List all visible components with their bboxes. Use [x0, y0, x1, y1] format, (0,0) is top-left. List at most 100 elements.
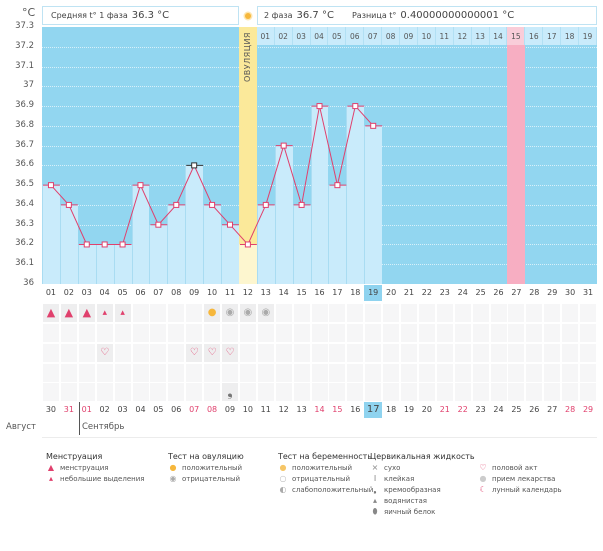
symptom-cell[interactable]: [43, 324, 59, 342]
symptom-cell[interactable]: [150, 383, 167, 401]
symptom-cell[interactable]: [454, 364, 471, 382]
symptom-cell[interactable]: [365, 304, 382, 322]
symptom-cell[interactable]: [401, 324, 418, 342]
symptom-cell[interactable]: [275, 364, 292, 382]
symptom-cell[interactable]: [275, 383, 292, 401]
cycle-day-number[interactable]: 17: [332, 288, 343, 297]
symptom-cell[interactable]: [544, 324, 561, 342]
symptom-cell[interactable]: [526, 304, 543, 322]
calendar-date[interactable]: 19: [403, 405, 415, 414]
temperature-point[interactable]: [370, 122, 377, 129]
symptom-cell[interactable]: [418, 344, 435, 362]
symptom-cell[interactable]: [114, 383, 131, 401]
symptom-cell[interactable]: [436, 324, 453, 342]
symptom-cell[interactable]: [186, 304, 203, 322]
temperature-point[interactable]: [298, 201, 305, 208]
symptom-cell[interactable]: [168, 383, 185, 401]
cycle-day-number[interactable]: 18: [350, 288, 361, 297]
calendar-date[interactable]: 25: [511, 405, 522, 414]
symptom-cell[interactable]: [401, 344, 418, 362]
symptom-cell[interactable]: [347, 304, 364, 322]
symptom-cell[interactable]: [293, 344, 310, 362]
calendar-date[interactable]: 31: [63, 405, 74, 414]
symptom-cell[interactable]: [508, 383, 525, 401]
temperature-point[interactable]: [137, 182, 144, 189]
temperature-point[interactable]: [280, 142, 287, 149]
cycle-day-number[interactable]: 19: [364, 285, 383, 301]
calendar-date[interactable]: 12: [278, 405, 289, 414]
calendar-date[interactable]: 18: [386, 405, 397, 414]
temperature-point[interactable]: [47, 182, 54, 189]
symptom-cell[interactable]: [311, 383, 328, 401]
symptom-cell[interactable]: [472, 324, 489, 342]
symptom-cell[interactable]: ◉: [239, 304, 256, 322]
calendar-date[interactable]: 26: [529, 405, 540, 414]
temperature-point[interactable]: [262, 201, 269, 208]
symptom-cell[interactable]: [204, 364, 221, 382]
symptom-cell[interactable]: [150, 344, 167, 362]
symptom-cell[interactable]: [239, 364, 256, 382]
cycle-day-number[interactable]: 09: [189, 288, 200, 297]
temperature-plot[interactable]: [42, 27, 597, 284]
symptom-cell[interactable]: [562, 324, 579, 342]
symptom-cell[interactable]: [508, 304, 525, 322]
symptom-cell[interactable]: [401, 383, 418, 401]
symptom-cell[interactable]: [436, 304, 453, 322]
symptom-cell[interactable]: ▲: [60, 304, 77, 322]
symptom-cell[interactable]: [186, 383, 203, 401]
symptom-cell[interactable]: [96, 364, 113, 382]
symptom-cell[interactable]: [490, 383, 507, 401]
symptom-cell[interactable]: [454, 383, 471, 401]
symptom-cell[interactable]: ◉: [257, 304, 274, 322]
symptom-cell[interactable]: [580, 344, 597, 362]
calendar-date[interactable]: 05: [153, 405, 164, 414]
symptom-cell[interactable]: [472, 344, 489, 362]
temperature-point[interactable]: [173, 201, 180, 208]
symptom-cell[interactable]: [132, 344, 149, 362]
symptom-cell[interactable]: ♡: [222, 344, 239, 362]
symptom-cell[interactable]: [490, 324, 507, 342]
symptom-cell[interactable]: [436, 344, 453, 362]
calendar-date[interactable]: 23: [475, 405, 486, 414]
cycle-day-number[interactable]: 27: [511, 288, 522, 297]
temperature-point[interactable]: [209, 201, 216, 208]
symptom-cell[interactable]: [239, 383, 256, 401]
symptom-cell[interactable]: [544, 344, 561, 362]
cycle-day-number[interactable]: 10: [206, 288, 218, 297]
calendar-date[interactable]: 20: [421, 405, 432, 414]
symptom-cell[interactable]: [293, 364, 310, 382]
calendar-date[interactable]: 17: [364, 402, 383, 418]
symptom-cell[interactable]: ●: [204, 304, 221, 322]
calendar-date[interactable]: 10: [242, 405, 253, 414]
cycle-day-number[interactable]: 20: [386, 288, 397, 297]
symptom-cell[interactable]: [311, 304, 328, 322]
temperature-point[interactable]: [101, 241, 108, 248]
symptom-cell[interactable]: [580, 324, 597, 342]
calendar-date[interactable]: 27: [547, 405, 558, 414]
symptom-cell[interactable]: [257, 383, 274, 401]
cycle-day-number[interactable]: 31: [582, 288, 594, 297]
symptom-cell[interactable]: [132, 364, 149, 382]
calendar-date[interactable]: 22: [457, 405, 468, 414]
calendar-date[interactable]: 03: [117, 405, 128, 414]
symptom-cell[interactable]: [562, 364, 579, 382]
symptom-cell[interactable]: [150, 364, 167, 382]
cycle-day-number[interactable]: 06: [135, 288, 146, 297]
symptom-cell[interactable]: [544, 364, 561, 382]
symptom-cell[interactable]: [222, 364, 239, 382]
symptom-cell[interactable]: [490, 304, 507, 322]
symptom-cell[interactable]: [239, 344, 256, 362]
symptom-cell[interactable]: [293, 324, 310, 342]
calendar-date[interactable]: 30: [45, 405, 57, 414]
symptom-cell[interactable]: [43, 344, 59, 362]
calendar-date[interactable]: 06: [171, 405, 182, 414]
temperature-point[interactable]: [155, 221, 162, 228]
symptom-cell[interactable]: [168, 324, 185, 342]
symptom-cell[interactable]: [204, 383, 221, 401]
calendar-date[interactable]: 07: [189, 405, 200, 414]
symptom-cell[interactable]: [114, 364, 131, 382]
symptom-cell[interactable]: [436, 364, 453, 382]
symptom-cell[interactable]: [168, 364, 185, 382]
symptom-cell[interactable]: [544, 383, 561, 401]
symptom-cell[interactable]: [114, 324, 131, 342]
